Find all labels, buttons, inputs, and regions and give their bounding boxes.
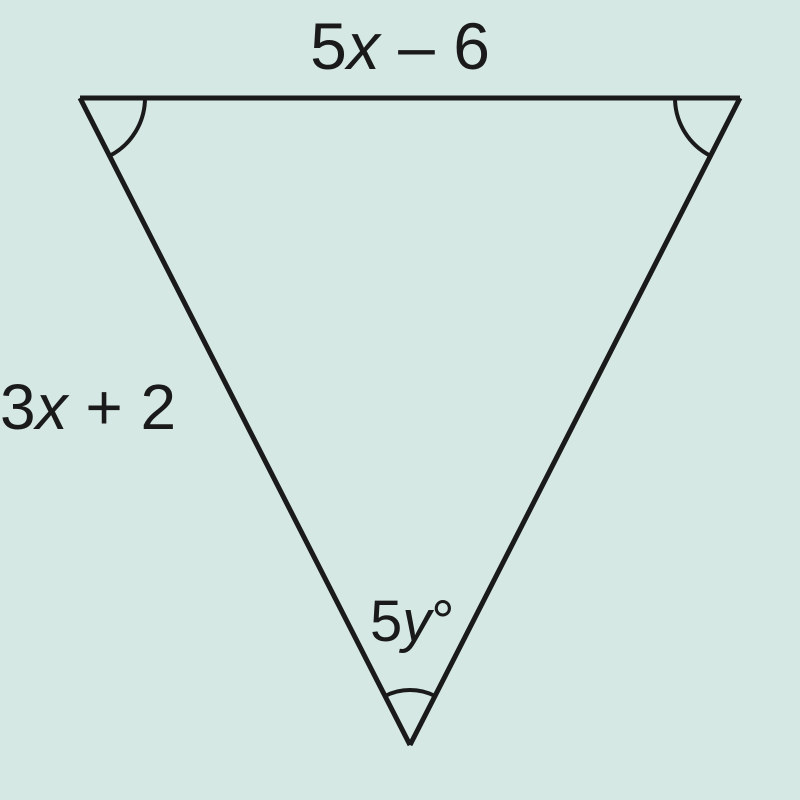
top-variable: x <box>347 9 380 83</box>
top-side-label: 5x – 6 <box>310 8 490 84</box>
left-side-label: 3x + 2 <box>0 370 176 444</box>
left-variable: x <box>36 371 68 443</box>
angle-arc-bottom <box>385 690 435 696</box>
angle-arc-top-right <box>675 98 711 156</box>
angle-suffix: ° <box>431 589 454 654</box>
angle-coef: 5 <box>370 589 402 654</box>
geometry-diagram: 5x – 6 3x + 2 5y° <box>0 0 800 800</box>
top-coef: 5 <box>310 9 347 83</box>
right-side <box>410 98 740 745</box>
angle-variable: y <box>402 589 431 654</box>
bottom-angle-label: 5y° <box>370 588 454 655</box>
top-suffix: – 6 <box>380 9 490 83</box>
left-coef: 3 <box>0 371 36 443</box>
angle-arc-top-left <box>110 98 146 156</box>
left-suffix: + 2 <box>68 371 177 443</box>
